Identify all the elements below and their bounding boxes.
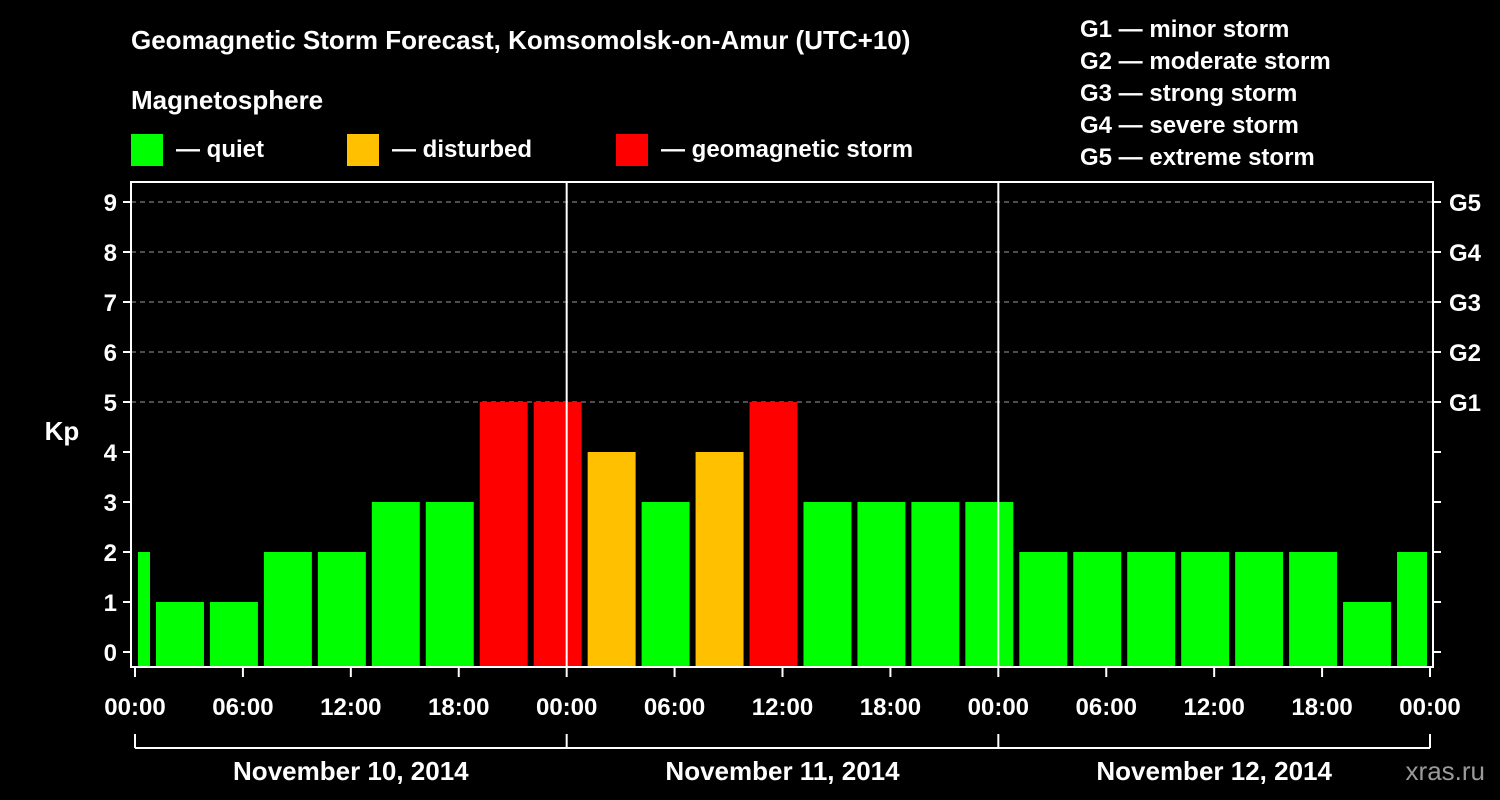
y-tick-label-4: 4: [104, 440, 118, 467]
kp-bar-23: [1343, 602, 1392, 667]
watermark: xras.ru: [1406, 756, 1485, 786]
kp-bar-9: [587, 452, 636, 667]
y-tick-label-0: 0: [104, 640, 117, 667]
y-tick-label-8: 8: [104, 240, 117, 267]
kp-bar-10: [641, 502, 690, 667]
y-tick-label-3: 3: [104, 490, 117, 517]
y-tick-label-9: 9: [104, 190, 117, 217]
kp-bar-7: [479, 402, 528, 667]
chart-title: Geomagnetic Storm Forecast, Komsomolsk-o…: [131, 25, 910, 55]
kp-bar-15: [911, 502, 960, 667]
x-tick-label-4: 00:00: [536, 694, 597, 721]
x-tick-label-10: 12:00: [1183, 694, 1244, 721]
kp-bar-6: [425, 502, 474, 667]
axes: [123, 181, 1441, 749]
y-tick-label-5: 5: [104, 390, 117, 417]
kp-bar-24: [1397, 552, 1427, 667]
legend-swatch-quiet: [131, 134, 163, 166]
g-scale-legend: G1 — minor storm G2 — moderate storm G3 …: [1080, 16, 1331, 171]
right-axis-label-g2: G2: [1449, 340, 1481, 367]
y-axis-label: Kp: [45, 416, 80, 446]
kp-bar-11: [695, 452, 744, 667]
y-tick-label-6: 6: [104, 340, 117, 367]
kp-bar-1: [155, 602, 204, 667]
kp-bar-4: [317, 552, 366, 667]
right-axis-label-g4: G4: [1449, 240, 1482, 267]
kp-bar-19: [1127, 552, 1176, 667]
legend-swatch-storm: [616, 134, 648, 166]
x-tick-label-5: 06:00: [644, 694, 705, 721]
x-tick-label-8: 00:00: [968, 694, 1029, 721]
kp-bar-13: [803, 502, 852, 667]
date-label-0: November 10, 2014: [233, 756, 469, 786]
kp-bar-2: [209, 602, 258, 667]
kp-bar-22: [1289, 552, 1338, 667]
g-scale-legend-g4: G4 — severe storm: [1080, 112, 1299, 139]
kp-bar-14: [857, 502, 906, 667]
g-scale-legend-g1: G1 — minor storm: [1080, 16, 1289, 43]
kp-bar-5: [371, 502, 420, 667]
gridlines: [131, 201, 1433, 403]
kp-bar-8: [533, 402, 582, 667]
legend-heading: Magnetosphere: [131, 85, 323, 115]
right-axis-label-g3: G3: [1449, 290, 1481, 317]
bars: [138, 402, 1427, 667]
x-tick-label-0: 00:00: [104, 694, 165, 721]
x-tick-label-1: 06:00: [212, 694, 273, 721]
g-scale-legend-g2: G2 — moderate storm: [1080, 48, 1331, 75]
right-axis-label-g1: G1: [1449, 390, 1481, 417]
x-tick-label-7: 18:00: [860, 694, 921, 721]
kp-bar-3: [263, 552, 312, 667]
legend: — quiet — disturbed — geomagnetic storm: [131, 134, 913, 166]
kp-bar-21: [1235, 552, 1284, 667]
kp-bar-20: [1181, 552, 1230, 667]
x-tick-label-12: 00:00: [1399, 694, 1460, 721]
y-tick-label-2: 2: [104, 540, 117, 567]
legend-swatch-disturbed: [347, 134, 379, 166]
legend-label-quiet: — quiet: [176, 136, 264, 163]
x-tick-label-6: 12:00: [752, 694, 813, 721]
kp-bar-17: [1019, 552, 1068, 667]
kp-bar-0: [138, 552, 150, 667]
x-tick-label-9: 06:00: [1076, 694, 1137, 721]
date-label-1: November 11, 2014: [665, 756, 900, 786]
date-label-2: November 12, 2014: [1096, 756, 1332, 786]
y-tick-label-1: 1: [104, 590, 117, 617]
y-tick-label-7: 7: [104, 290, 117, 317]
g-scale-legend-g5: G5 — extreme storm: [1080, 144, 1315, 171]
x-tick-label-2: 12:00: [320, 694, 381, 721]
axis-labels: 0 1 2 3 4 5 6 7 8 9 G1 G2 G3 G4 G5 00:00 06:00 12:00 18:00…: [104, 190, 1482, 786]
kp-bar-18: [1073, 552, 1122, 667]
x-tick-label-11: 18:00: [1291, 694, 1352, 721]
x-tick-label-3: 18:00: [428, 694, 489, 721]
kp-bar-12: [749, 402, 798, 667]
legend-label-disturbed: — disturbed: [392, 136, 532, 163]
g-scale-legend-g3: G3 — strong storm: [1080, 80, 1297, 107]
kp-bar-16: [965, 502, 1014, 667]
legend-label-storm: — geomagnetic storm: [661, 136, 913, 163]
right-axis-label-g5: G5: [1449, 190, 1481, 217]
